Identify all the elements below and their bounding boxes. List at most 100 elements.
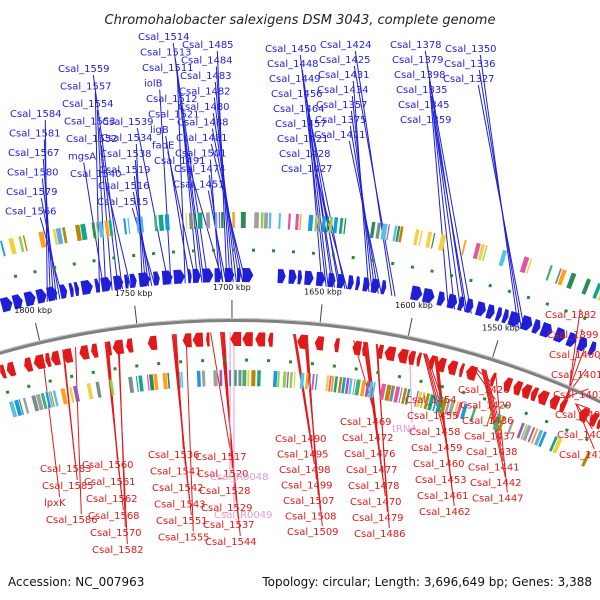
- inner-cog-track-block: [352, 378, 356, 395]
- gene-label-csal-1404: Csal_1404: [555, 410, 600, 421]
- inner-cog-track-block: [128, 376, 135, 393]
- inner-cog-track-block: [354, 379, 361, 396]
- gene-label-csal-1538: Csal_1538: [100, 149, 152, 160]
- outer-cog-track-block: [332, 217, 339, 234]
- gene-label-csal-1421: Csal_1421: [277, 134, 329, 145]
- inner-cog-track-block: [50, 391, 55, 407]
- reverse-strand-track-gene: [437, 357, 447, 373]
- gene-label-csal-1447: Csal_1447: [472, 494, 524, 505]
- gene-label-csal-1350: Csal_1350: [445, 44, 497, 55]
- gene-label-csal-1544: Csal_1544: [205, 537, 257, 548]
- rna-label-trna: tRNA: [392, 424, 417, 435]
- reverse-strand-track-gene: [429, 355, 436, 370]
- forward-strand-track-gene: [288, 269, 297, 284]
- gene-label-csal-1534: Csal_1534: [101, 133, 153, 144]
- reverse-strand-track-gene: [79, 344, 90, 360]
- gene-label-csal-1537: Csal_1537: [203, 520, 255, 531]
- forward-strand-track-gene: [129, 273, 137, 289]
- forward-strand-track-gene: [464, 298, 474, 314]
- reverse-strand-track-gene: [242, 332, 253, 347]
- outer-cog-track-block: [214, 212, 218, 229]
- gene-label-csal-1508: Csal_1508: [285, 512, 337, 523]
- outer-cog-track-block: [232, 212, 235, 228]
- forward-strand-track-gene: [80, 279, 93, 295]
- gene-label-csal-1441: Csal_1441: [468, 463, 520, 474]
- reverse-strand-track-gene: [466, 365, 479, 382]
- outer-cog-track-block: [108, 219, 114, 237]
- outer-cog-track-block: [97, 221, 105, 238]
- inner-cog-track-block: [459, 403, 468, 420]
- outer-cog-track-block: [218, 212, 221, 229]
- forward-strand-track-gene: [138, 272, 151, 288]
- gene-label-csal-1511: Csal_1511: [142, 63, 194, 74]
- gene-label-ligb: ligB: [150, 125, 169, 136]
- gene-line-csal-1512: [180, 104, 199, 283]
- outer-cog-track-block: [52, 228, 59, 246]
- forward-strand-track: [0, 268, 600, 360]
- inner-cog-track-block: [423, 393, 431, 410]
- gene-label-csal-1462: Csal_1462: [419, 507, 471, 518]
- gene-label-csal-1456: Csal_1456: [271, 89, 323, 100]
- gene-line-csal-1454: [426, 353, 441, 395]
- outer-cog-track-block: [425, 231, 433, 248]
- gene-label-csal-1515: Csal_1515: [97, 197, 149, 208]
- inner-cog-track-block: [388, 385, 396, 402]
- gene-label-csal-1474: Csal_1474: [174, 164, 226, 175]
- outer-cog-track-block: [185, 213, 188, 230]
- reverse-strand-track-gene: [126, 338, 134, 353]
- gene-label-csal-1448: Csal_1448: [267, 59, 319, 70]
- inner-cog-track-block: [379, 383, 387, 400]
- gene-label-csal-1536: Csal_1536: [148, 450, 200, 461]
- gene-label-csal-1459: Csal_1459: [411, 443, 463, 454]
- gene-label-csal-1403: Csal_1403: [553, 390, 600, 401]
- gene-label-csal-1379: Csal_1379: [392, 55, 444, 66]
- inner-cog-track-block: [311, 373, 315, 390]
- forward-strand-track-gene: [446, 293, 458, 309]
- gene-line-csal-1582: [117, 340, 128, 545]
- inner-cog-track-block: [201, 370, 206, 387]
- forward-strand-track-gene: [565, 331, 576, 348]
- gene-label-csal-1540: Csal_1540: [70, 169, 122, 180]
- inner-cog-track-block: [520, 424, 528, 440]
- forward-strand-track-gene: [315, 271, 326, 287]
- gene-line-csal-1401: [564, 368, 587, 399]
- inner-cog-track-block: [538, 431, 547, 448]
- outer-cog-track-block: [519, 256, 530, 274]
- outer-cog-track-block: [581, 278, 592, 295]
- inner-cog-track-block: [179, 371, 182, 388]
- gene-label-csal-1583: Csal_1583: [40, 464, 92, 475]
- gene-label-csal-1555: Csal_1555: [158, 533, 210, 544]
- inner-cog-track-block: [256, 370, 261, 387]
- gene-line-csal-1436: [485, 369, 498, 416]
- gene-label-csal-1513: Csal_1513: [140, 48, 192, 59]
- outer-cog-track-block: [307, 214, 314, 232]
- inner-cog-track-block: [414, 390, 419, 407]
- forward-strand-track-gene: [304, 270, 314, 286]
- kbp-label-1700-kbp: 1700 kbp: [213, 283, 251, 292]
- forward-strand-track-gene: [58, 284, 68, 299]
- outer-tick-track: [0, 248, 600, 327]
- genome-backbone: [0, 318, 600, 404]
- gene-label-csal-1529: Csal_1529: [201, 503, 253, 514]
- gene-label-csal-1472: Csal_1472: [342, 433, 394, 444]
- reverse-strand-track-gene: [6, 361, 17, 377]
- outer-cog-track-block: [545, 264, 553, 281]
- inner-cog-track-block: [325, 375, 330, 392]
- gene-label-csal-1514: Csal_1514: [138, 32, 190, 43]
- feature-tracks-layer: [0, 212, 600, 467]
- forward-strand-track-gene: [327, 272, 336, 288]
- inner-cog-track-block: [341, 377, 346, 394]
- gene-label-csal-1484: Csal_1484: [181, 56, 233, 67]
- inner-cog-track-block: [60, 388, 68, 405]
- reverse-strand-track-gene: [447, 360, 459, 376]
- gene-line-csal-1580: [41, 178, 58, 300]
- inner-cog-track-block: [247, 370, 250, 387]
- reverse-strand-track-gene: [314, 336, 325, 351]
- gene-label-csal-1427: Csal_1427: [281, 164, 333, 175]
- inner-cog-track-block: [277, 371, 280, 388]
- inner-cog-track-block: [18, 399, 24, 415]
- inner-cog-track-block: [534, 429, 544, 446]
- gene-line-csal-1404: [577, 403, 591, 410]
- inner-cog-track-block: [337, 376, 343, 394]
